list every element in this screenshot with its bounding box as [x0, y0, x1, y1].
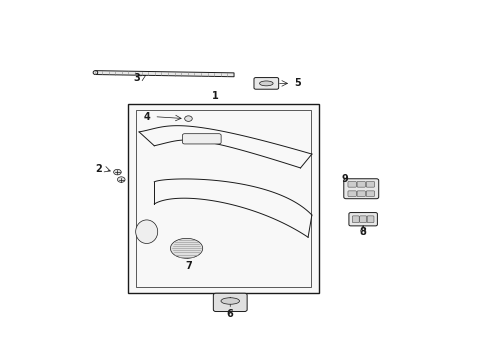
Ellipse shape [221, 298, 240, 304]
Polygon shape [96, 71, 234, 77]
FancyBboxPatch shape [357, 181, 366, 187]
Circle shape [118, 177, 125, 183]
FancyBboxPatch shape [357, 191, 366, 197]
Text: 9: 9 [342, 174, 349, 184]
Circle shape [114, 169, 121, 175]
Text: 3: 3 [134, 73, 141, 83]
Ellipse shape [93, 71, 98, 75]
FancyBboxPatch shape [348, 191, 356, 197]
FancyBboxPatch shape [360, 216, 367, 222]
Text: 6: 6 [227, 309, 234, 319]
Text: 4: 4 [143, 112, 150, 122]
FancyBboxPatch shape [182, 134, 221, 144]
Bar [128, 104, 319, 293]
FancyBboxPatch shape [349, 212, 377, 226]
FancyBboxPatch shape [366, 191, 374, 197]
FancyBboxPatch shape [254, 77, 279, 89]
FancyBboxPatch shape [352, 216, 359, 222]
Text: 8: 8 [360, 227, 367, 237]
FancyBboxPatch shape [366, 181, 374, 187]
FancyBboxPatch shape [213, 293, 247, 311]
Ellipse shape [260, 81, 273, 86]
FancyBboxPatch shape [344, 179, 379, 199]
Ellipse shape [171, 238, 203, 258]
Text: 5: 5 [294, 78, 301, 89]
Ellipse shape [136, 220, 158, 243]
Text: 2: 2 [95, 164, 102, 174]
FancyBboxPatch shape [348, 181, 356, 187]
Text: 7: 7 [185, 261, 192, 270]
Text: 1: 1 [212, 91, 219, 101]
Bar [136, 110, 311, 287]
Circle shape [185, 116, 192, 121]
FancyBboxPatch shape [367, 216, 374, 222]
